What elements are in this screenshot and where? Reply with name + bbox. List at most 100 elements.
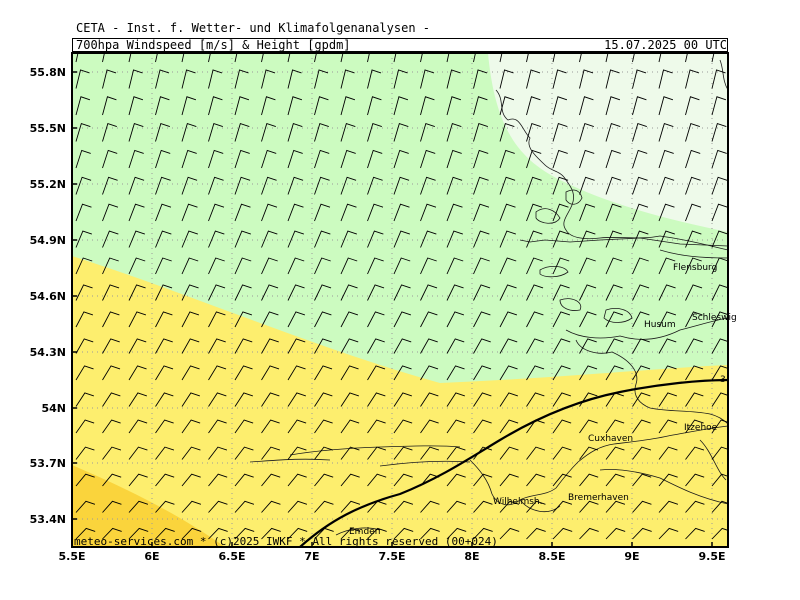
wind-barb bbox=[632, 392, 651, 407]
wind-barb bbox=[261, 230, 278, 248]
wind-barb bbox=[658, 149, 674, 169]
wind-barb bbox=[287, 419, 307, 434]
wind-barb bbox=[552, 527, 573, 540]
wind-barb bbox=[579, 365, 598, 381]
y-tick-label: 54N bbox=[41, 402, 66, 415]
x-tick-label: 6.5E bbox=[218, 550, 245, 563]
wind-barb bbox=[287, 527, 308, 540]
wind-barb bbox=[393, 149, 409, 169]
y-tick-label: 55.2N bbox=[30, 178, 66, 191]
wind-barb bbox=[261, 69, 276, 89]
city-husum: Husum bbox=[644, 320, 676, 330]
wind-barb bbox=[340, 338, 359, 354]
wind-barb bbox=[234, 176, 251, 195]
wind-barb bbox=[446, 392, 465, 407]
wind-barb bbox=[340, 257, 358, 275]
wind-barb bbox=[208, 284, 226, 301]
wind-barb bbox=[75, 446, 95, 460]
city-itzehoe: Itzehoe bbox=[684, 423, 718, 433]
wind-barb bbox=[473, 392, 492, 407]
wind-barb bbox=[526, 149, 542, 169]
wind-barb bbox=[234, 69, 249, 89]
wind-barb bbox=[711, 69, 726, 89]
wind-barb bbox=[314, 446, 334, 460]
wind-barb bbox=[420, 176, 436, 195]
wind-barb bbox=[208, 257, 225, 275]
wind-barb bbox=[314, 392, 333, 407]
wind-barb bbox=[579, 284, 597, 301]
wind-barb bbox=[208, 419, 227, 434]
wind-barb bbox=[446, 123, 462, 142]
wind-barb bbox=[552, 284, 570, 301]
wind-barb bbox=[579, 69, 594, 89]
wind-barb bbox=[393, 203, 410, 222]
wind-barb bbox=[499, 96, 515, 116]
wind-barb bbox=[393, 527, 414, 540]
wind-barb bbox=[367, 392, 386, 407]
wind-barb bbox=[314, 123, 329, 142]
wind-barb bbox=[181, 419, 201, 434]
wind-barb bbox=[234, 123, 250, 142]
wind-barb bbox=[579, 149, 595, 169]
wind-barb bbox=[552, 96, 568, 116]
wind-barb bbox=[393, 176, 410, 195]
wind-barb bbox=[367, 473, 387, 487]
wind-barb bbox=[340, 284, 358, 301]
wind-barb bbox=[393, 338, 412, 354]
wind-barb bbox=[102, 123, 117, 142]
wind-barb bbox=[155, 203, 172, 222]
wind-barb bbox=[711, 257, 728, 275]
wind-barb bbox=[181, 230, 198, 248]
wind-barb bbox=[393, 230, 410, 248]
wind-barb bbox=[367, 149, 383, 169]
wind-barb bbox=[75, 500, 96, 513]
wind-barb bbox=[579, 446, 599, 460]
wind-barb bbox=[658, 500, 679, 513]
wind-barb bbox=[711, 123, 727, 142]
wind-barb bbox=[261, 96, 276, 116]
wind-barb bbox=[287, 96, 303, 116]
wind-barb bbox=[658, 230, 675, 248]
wind-barb bbox=[314, 284, 332, 301]
wind-barb bbox=[128, 284, 146, 301]
wind-barb bbox=[632, 311, 650, 328]
wind-barb bbox=[287, 69, 302, 89]
wind-barb bbox=[102, 149, 118, 169]
wind-barb bbox=[552, 257, 570, 275]
wind-barb bbox=[499, 123, 515, 142]
wind-barb bbox=[340, 69, 355, 89]
wind-barb bbox=[446, 446, 466, 460]
wind-barb bbox=[473, 149, 489, 169]
wind-barb bbox=[552, 392, 571, 407]
wind-barb bbox=[579, 473, 599, 487]
wind-barb bbox=[128, 311, 147, 328]
wind-barb bbox=[367, 69, 382, 89]
wind-barb bbox=[526, 527, 546, 540]
wind-barb bbox=[340, 96, 356, 116]
wind-barb bbox=[446, 419, 466, 434]
wind-barb bbox=[287, 311, 306, 328]
wind-barb bbox=[128, 500, 149, 513]
wind-barb bbox=[685, 230, 702, 248]
wind-barb bbox=[685, 419, 704, 434]
wind-barb bbox=[181, 500, 202, 513]
wind-barb bbox=[75, 176, 92, 195]
wind-barb bbox=[128, 123, 144, 142]
wind-barb bbox=[658, 69, 673, 89]
wind-barb bbox=[102, 96, 117, 116]
wind-barb bbox=[526, 123, 541, 142]
wind-barb bbox=[181, 257, 199, 275]
wind-barb bbox=[155, 69, 170, 89]
wind-barb bbox=[181, 149, 197, 169]
wind-barb bbox=[155, 230, 172, 248]
wind-barb bbox=[552, 69, 567, 89]
wind-barb bbox=[208, 446, 228, 460]
wind-barb bbox=[75, 230, 92, 248]
wind-barb bbox=[473, 365, 492, 381]
wind-barb bbox=[632, 257, 649, 275]
wind-barb bbox=[711, 230, 728, 248]
coastlines bbox=[249, 59, 728, 536]
wind-barb bbox=[552, 500, 573, 513]
wind-barb bbox=[499, 419, 519, 434]
wind-barb bbox=[420, 96, 435, 116]
